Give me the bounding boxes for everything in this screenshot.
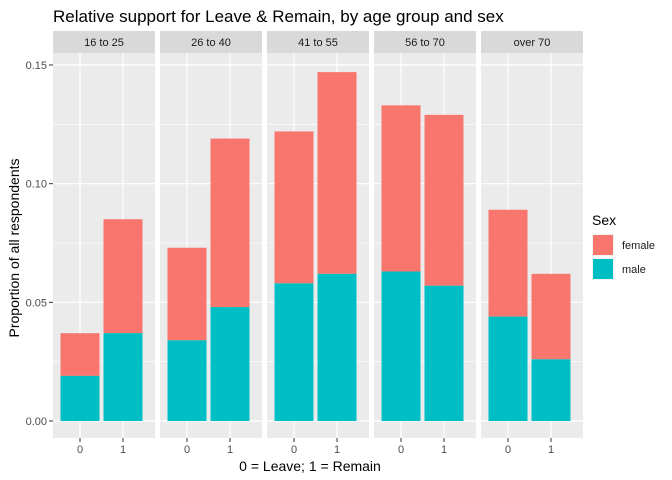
y-axis: 0.00 0.05 0.10 0.15 xyxy=(26,60,53,428)
facet-panel: 16 to 25 0 1 xyxy=(53,31,155,456)
x-tick-label: 1 xyxy=(548,444,554,456)
bar-female xyxy=(531,273,571,360)
facet-panel: over 70 0 1 xyxy=(481,31,583,456)
bar-male xyxy=(274,283,314,421)
y-tick-label: 0.10 xyxy=(26,179,47,191)
bar-male xyxy=(488,316,528,421)
facet-panel: 41 to 55 0 1 xyxy=(267,31,369,456)
x-tick-label: 1 xyxy=(227,444,233,456)
x-tick-label: 0 xyxy=(291,444,297,456)
legend-title: Sex xyxy=(592,212,616,228)
bar-female xyxy=(381,105,421,272)
bar-male xyxy=(317,273,357,421)
x-tick-label: 0 xyxy=(77,444,83,456)
x-tick-label: 0 xyxy=(398,444,404,456)
x-tick-label: 1 xyxy=(334,444,340,456)
x-tick-label: 0 xyxy=(505,444,511,456)
bar-female xyxy=(210,138,250,308)
facet-panel: 26 to 40 0 1 xyxy=(160,31,262,456)
facet-panel: 56 to 70 0 1 xyxy=(374,31,476,456)
x-tick-label: 0 xyxy=(184,444,190,456)
bar-female xyxy=(488,209,528,317)
y-tick-label: 0.05 xyxy=(26,297,47,309)
bar-male xyxy=(60,375,100,421)
bar-male xyxy=(210,307,250,421)
bar-female xyxy=(424,114,464,286)
bar-female xyxy=(60,333,100,376)
bar-female xyxy=(167,247,207,341)
bar-female xyxy=(103,219,143,334)
facet-strip-label: over 70 xyxy=(514,37,551,49)
facet-strip xyxy=(53,31,155,53)
facet-strip-label: 16 to 25 xyxy=(84,37,124,49)
y-tick-label: 0.15 xyxy=(26,60,47,72)
facet-panels: 16 to 250 126 to 400 141 to 550 156 to 700 1… xyxy=(53,31,583,456)
facet-strip-label: 41 to 55 xyxy=(298,37,338,49)
legend-swatch-male xyxy=(593,259,613,279)
bar-male xyxy=(531,359,571,421)
facet-strip xyxy=(481,31,583,53)
chart-title: Relative support for Leave & Remain, by … xyxy=(53,7,504,26)
bar-male xyxy=(381,271,421,421)
facet-strip-label: 56 to 70 xyxy=(405,37,445,49)
bar-female xyxy=(317,72,357,274)
legend-label-female: female xyxy=(622,240,655,252)
bar-male xyxy=(103,333,143,421)
facet-strip-label: 26 to 40 xyxy=(191,37,231,49)
legend: Sex female male xyxy=(592,212,655,280)
y-axis-label: Proportion of all respondents xyxy=(6,159,22,338)
y-tick-label: 0.00 xyxy=(26,416,47,428)
bar-female xyxy=(274,131,314,284)
facet-strip xyxy=(267,31,369,53)
legend-swatch-female xyxy=(593,235,613,255)
x-tick-label: 1 xyxy=(120,444,126,456)
facet-strip xyxy=(160,31,262,53)
x-tick-label: 1 xyxy=(441,444,447,456)
bar-male xyxy=(167,340,207,421)
legend-label-male: male xyxy=(622,264,646,276)
facet-strip xyxy=(374,31,476,53)
x-axis-label: 0 = Leave; 1 = Remain xyxy=(239,458,381,474)
bar-male xyxy=(424,285,464,421)
